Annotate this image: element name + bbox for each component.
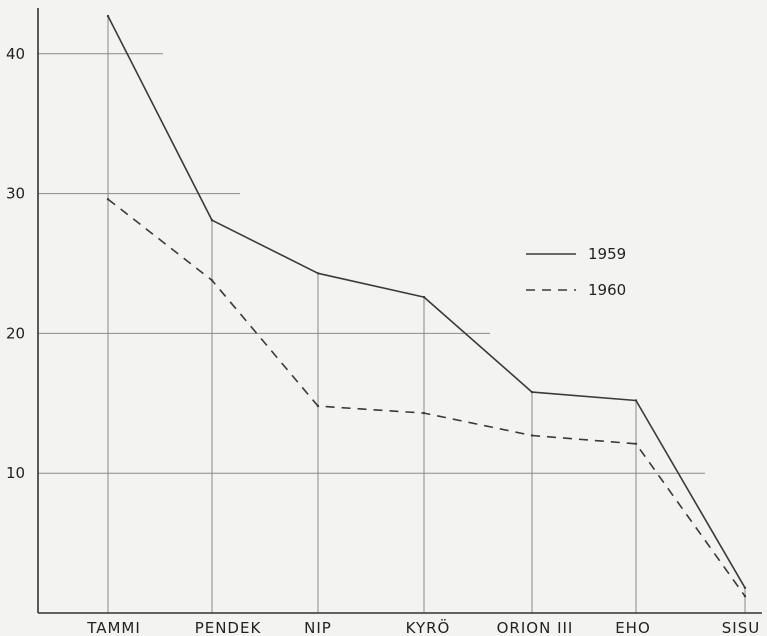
x-tick-label-3: KYRÖ [406,618,451,636]
legend-label-1960: 1960 [588,281,626,299]
data-point-1960-3 [422,411,426,415]
series-lines [106,14,747,598]
data-point-1960-0 [106,198,110,201]
x-tick-label-0: TAMMI [86,619,141,636]
data-point-1960-1 [210,279,214,282]
data-point-1959-0 [106,14,110,18]
x-tick-label-2: NIP [304,619,332,636]
x-tick-label-5: EHO [615,619,651,636]
data-point-1959-1 [210,219,214,222]
data-point-1959-2 [316,272,320,275]
data-point-1959-4 [530,390,534,394]
y-tick-label-30: 30 [6,185,25,203]
x-tick-label-1: PENDEK [195,619,262,636]
x-tick-labels: TAMMI PENDEK NIP KYRÖ ORION III EHO SISU [86,618,760,636]
y-tick-label-20: 20 [6,324,25,342]
grid-lines [38,16,746,613]
y-tick-label-10: 10 [6,464,25,482]
x-tick-label-4: ORION III [497,619,574,636]
data-point-1960-5 [634,442,638,445]
legend: 1959 1960 [526,245,626,299]
y-tick-labels: 10 20 30 40 [6,45,25,482]
data-point-1959-3 [422,295,426,299]
x-tick-label-6: SISU [722,619,760,636]
legend-label-1959: 1959 [588,245,626,263]
series-line-1959 [107,15,746,589]
axes [37,8,762,614]
data-point-1959-5 [634,399,638,402]
data-point-1960-6 [743,595,747,598]
data-point-1960-4 [530,434,534,437]
y-tick-label-40: 40 [6,45,25,63]
data-point-1960-2 [316,404,320,408]
series-line-1960 [107,198,746,597]
data-point-1959-6 [743,586,747,589]
